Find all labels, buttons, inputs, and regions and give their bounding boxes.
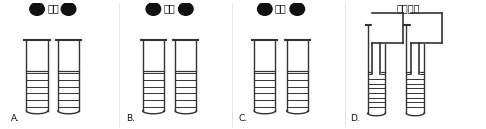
Polygon shape: [58, 111, 79, 114]
Text: A.: A.: [11, 114, 20, 123]
Text: C.: C.: [238, 114, 247, 123]
Polygon shape: [175, 111, 196, 114]
Text: 酔歆: 酔歆: [163, 3, 175, 13]
Polygon shape: [411, 43, 419, 74]
Polygon shape: [411, 13, 442, 43]
Polygon shape: [26, 111, 48, 114]
Ellipse shape: [146, 3, 160, 15]
Text: 二氧化碳: 二氧化碳: [396, 3, 419, 13]
Polygon shape: [372, 13, 403, 43]
Text: B.: B.: [126, 114, 135, 123]
Ellipse shape: [258, 3, 272, 15]
Ellipse shape: [178, 3, 193, 15]
Polygon shape: [406, 113, 424, 116]
Ellipse shape: [30, 3, 44, 15]
Text: 盐酸: 盐酸: [47, 3, 59, 13]
Text: 石荜: 石荜: [275, 3, 287, 13]
Text: D.: D.: [350, 114, 360, 123]
Polygon shape: [287, 111, 308, 114]
Polygon shape: [254, 111, 276, 114]
Polygon shape: [143, 111, 164, 114]
Ellipse shape: [61, 3, 76, 15]
Ellipse shape: [290, 3, 305, 15]
Polygon shape: [372, 43, 380, 74]
Polygon shape: [367, 113, 385, 116]
